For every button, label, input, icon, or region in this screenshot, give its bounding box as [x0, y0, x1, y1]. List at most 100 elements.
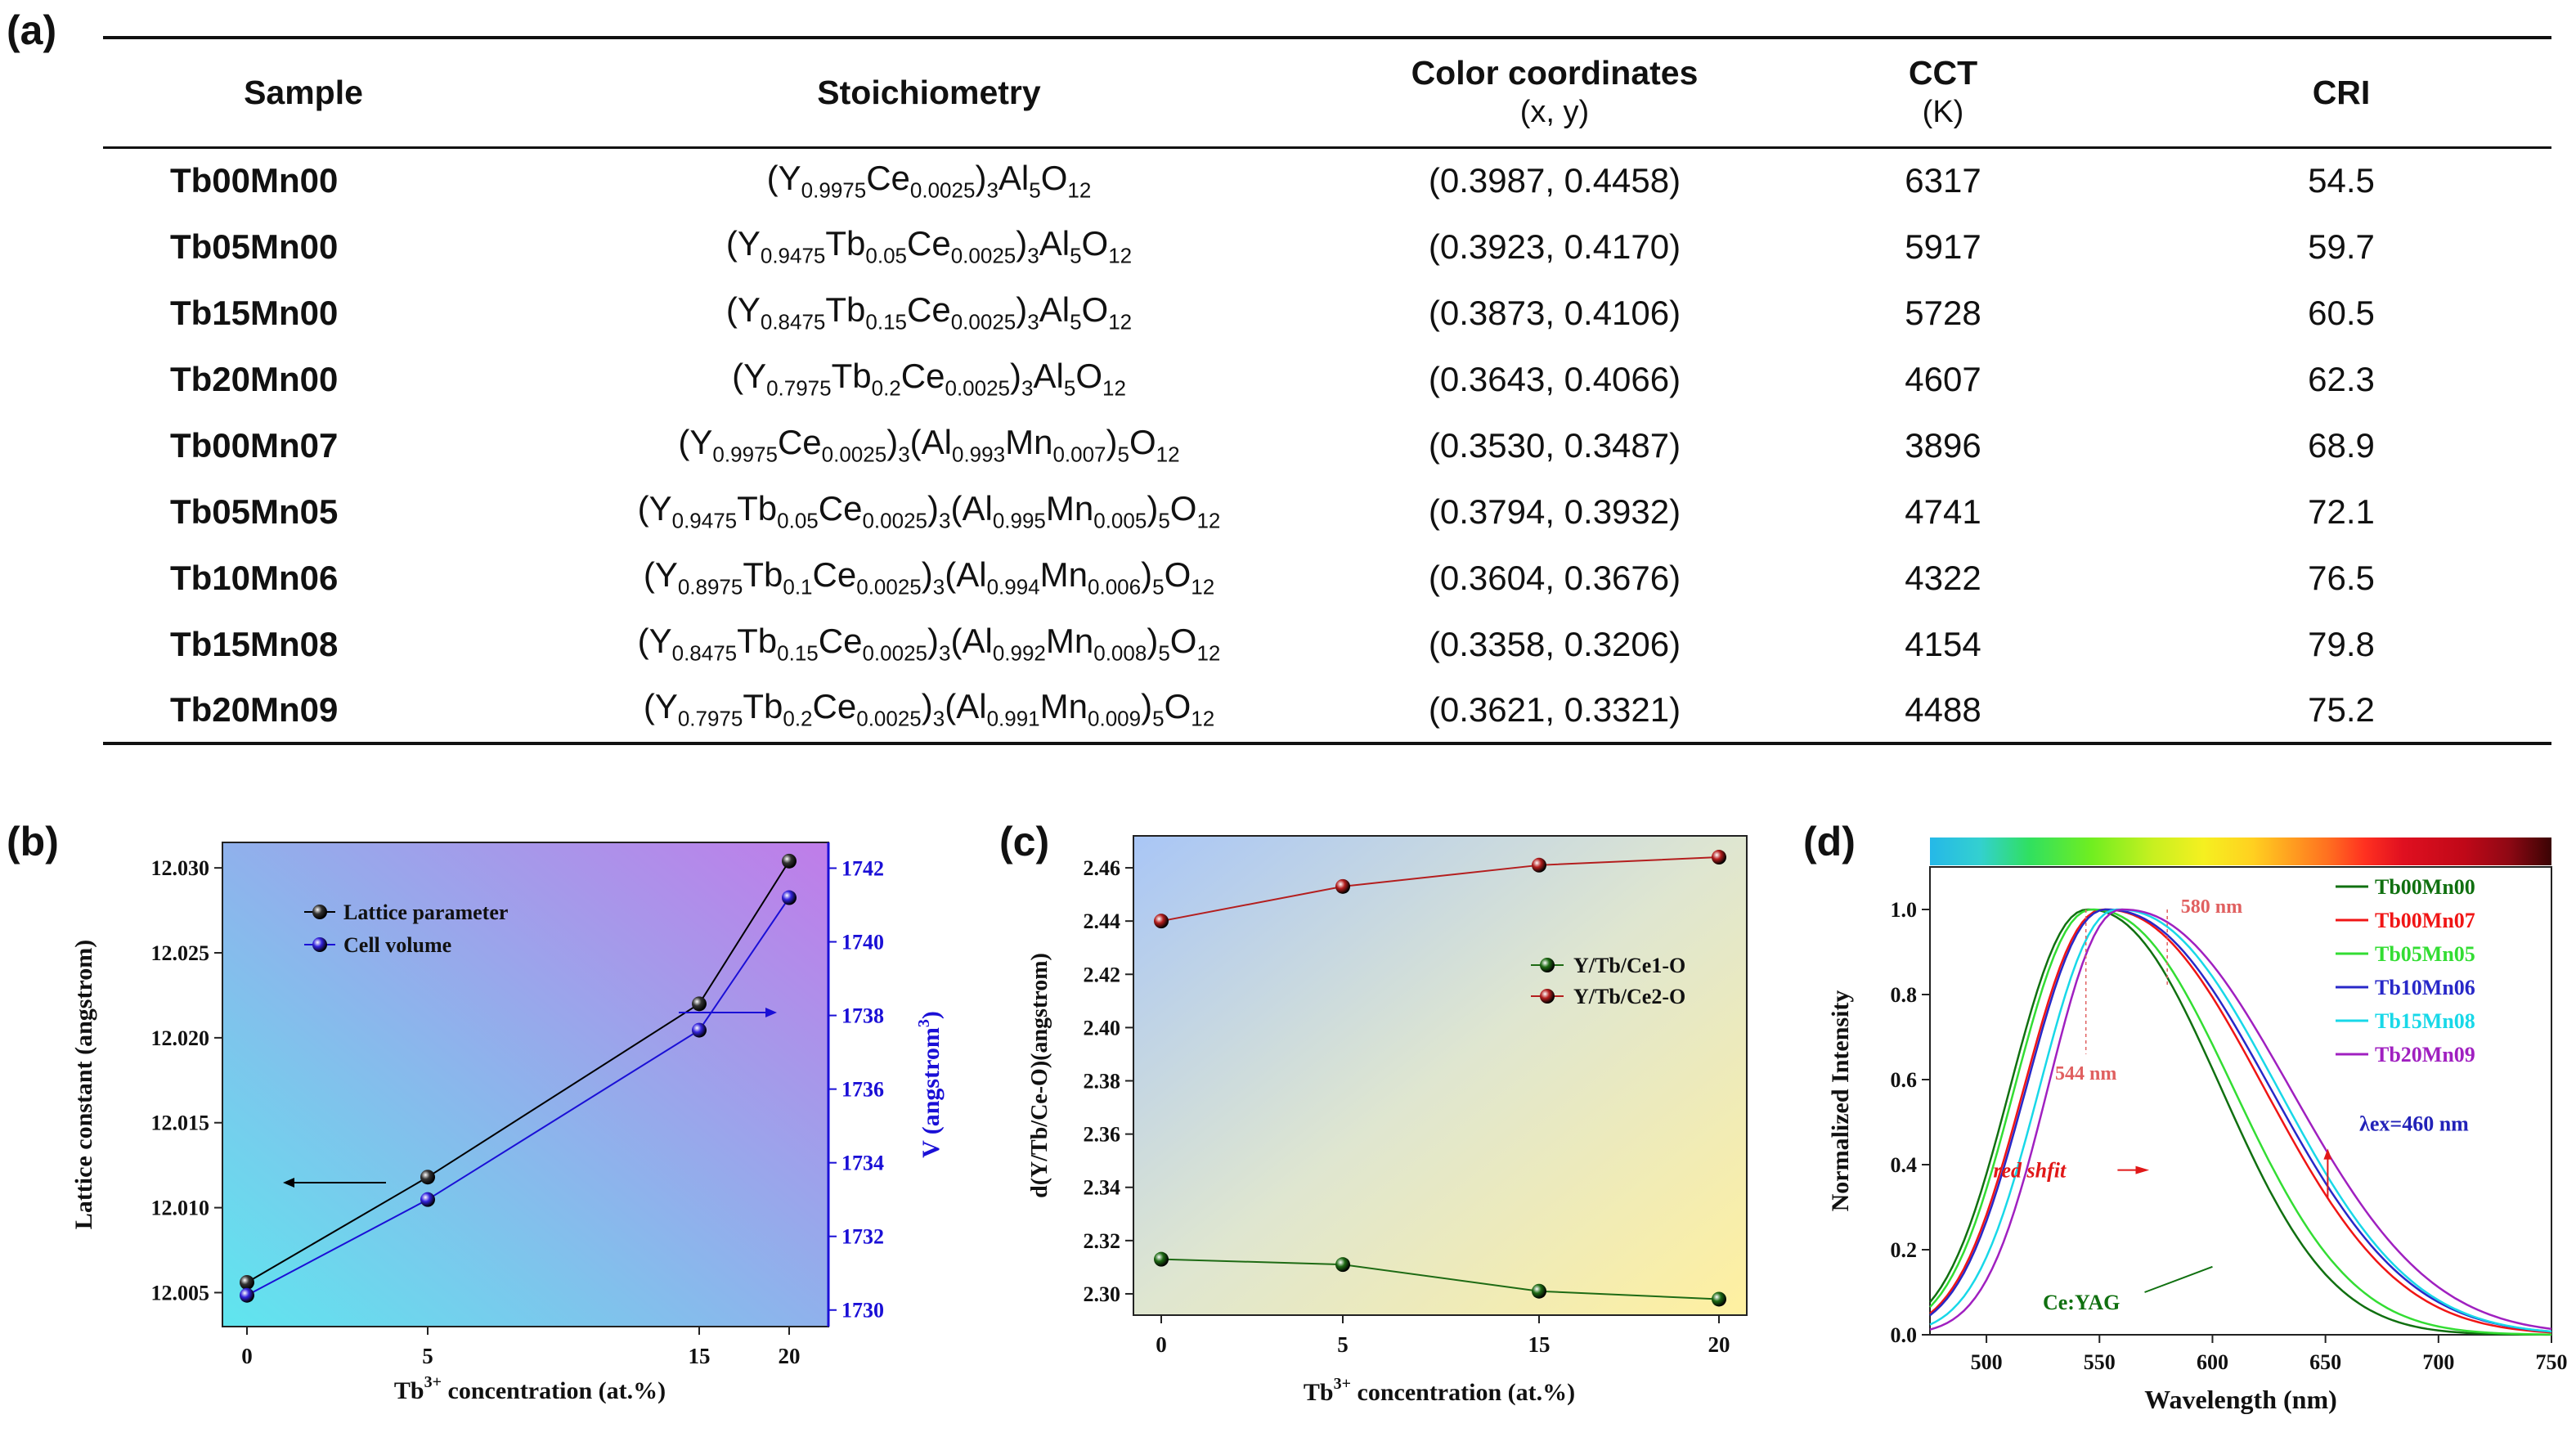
y-tick-label: 2.46 — [1084, 856, 1121, 880]
cell-sample: Tb05Mn05 — [170, 492, 339, 531]
legend-marker — [1540, 989, 1555, 1004]
table-row: Tb20Mn09 (Y0.7975Tb0.2Ce0.0025)3(Al0.991M… — [103, 677, 2551, 743]
cell-cct: 4488 — [1905, 689, 1981, 729]
cell-stoichiometry: (Y0.8475Tb0.15Ce0.0025)3(Al0.992Mn0.008)… — [637, 622, 1221, 666]
y-tick-label: 2.34 — [1084, 1176, 1121, 1200]
cell-cri: 72.1 — [2308, 492, 2375, 531]
arrow-head — [283, 1178, 294, 1188]
y-tick-label: 1.0 — [1891, 898, 1918, 922]
cell-stoichiometry: (Y0.7975Tb0.2Ce0.0025)3(Al0.991Mn0.009)5… — [643, 687, 1215, 731]
y-tick-label: 0.2 — [1891, 1238, 1918, 1262]
annotation-lambda-ex: λex=460 nm — [2359, 1111, 2469, 1135]
cell-sample: Tb00Mn07 — [170, 425, 339, 465]
data-point — [240, 1274, 254, 1290]
series-line — [1160, 856, 1720, 923]
y-tick-label: 12.020 — [151, 1026, 210, 1050]
arrow-head — [2323, 1148, 2332, 1160]
y-tick-label: 12.010 — [151, 1197, 210, 1220]
data-point — [1712, 850, 1726, 865]
legend-label: Tb00Mn00 — [2375, 875, 2475, 899]
x-tick-label: 650 — [2309, 1350, 2341, 1374]
x-axis-label: Tb3+ concentration (at.%) — [394, 1373, 666, 1404]
table-header-row: Sample Stoichiometry Color coordinates (x… — [103, 38, 2551, 147]
cell-sample: Tb20Mn09 — [170, 689, 339, 729]
y-axis-label: d(Y/Tb/Ce-O)(angstrom) — [1027, 953, 1052, 1198]
table-row: Tb15Mn00 (Y0.8475Tb0.15Ce0.0025)3Al5O12 (0… — [103, 280, 2551, 346]
cell-stoichiometry: (Y0.8975Tb0.1Ce0.0025)3(Al0.994Mn0.006)5… — [643, 555, 1215, 600]
arrow-head — [765, 1008, 777, 1017]
cell-color-coordinates: (0.3621, 0.3321) — [1428, 689, 1681, 729]
legend-marker — [312, 937, 327, 952]
cell-cct: 4607 — [1905, 359, 1981, 398]
spectrum-line — [1929, 908, 2552, 1333]
x-tick-label: 0 — [241, 1344, 253, 1368]
y2-axis-label: V (angstrom3) — [915, 1011, 945, 1158]
x-tick-label: 600 — [2197, 1350, 2228, 1374]
legend-label: Lattice parameter — [343, 900, 508, 924]
cell-color-coordinates: (0.3530, 0.3487) — [1428, 425, 1681, 465]
y2-tick-label: 1736 — [841, 1078, 884, 1102]
cell-cct: 6317 — [1905, 161, 1981, 200]
header-cct-label: CCT — [1908, 54, 1978, 92]
annotation-544: 544 nm — [2055, 1063, 2116, 1084]
y-tick-label: 12.030 — [151, 856, 210, 880]
y-axis-label: Lattice constant (angstrom) — [70, 940, 97, 1229]
header-cct-sub: (K) — [1922, 95, 1964, 130]
data-point — [420, 1170, 435, 1185]
x-tick-label: 20 — [1708, 1332, 1730, 1357]
header-color-label: Color coordinates — [1411, 54, 1699, 92]
data-point — [1712, 1291, 1726, 1307]
ceyag-arrow — [2144, 1265, 2213, 1293]
cell-color-coordinates: (0.3643, 0.4066) — [1428, 359, 1681, 398]
y-tick-label: 2.38 — [1084, 1070, 1121, 1093]
header-stoichiometry: Stoichiometry — [817, 74, 1041, 112]
y-tick-label: 0.0 — [1891, 1323, 1918, 1347]
y-tick-label: 0.8 — [1891, 983, 1918, 1007]
data-point — [1532, 1283, 1546, 1299]
legend-label: Tb15Mn08 — [2375, 1009, 2475, 1033]
header-color-coordinates: Color coordinates (x, y) — [1354, 38, 1755, 147]
header-color-sub: (x, y) — [1519, 95, 1590, 130]
x-tick-label: 15 — [689, 1344, 711, 1368]
cell-sample: Tb20Mn00 — [170, 359, 339, 398]
cell-stoichiometry: (Y0.9975Ce0.0025)3(Al0.993Mn0.007)5O12 — [678, 423, 1180, 467]
y2-tick-label: 1738 — [841, 1004, 884, 1028]
data-point — [240, 1287, 254, 1303]
table-row: Tb20Mn00 (Y0.7975Tb0.2Ce0.0025)3Al5O12 (0.… — [103, 346, 2551, 412]
panel-label-a: (a) — [7, 7, 57, 53]
spectrum-line — [1929, 908, 2551, 1336]
plot-frame — [1929, 866, 2552, 1336]
data-point — [782, 890, 797, 905]
cell-cct: 4741 — [1905, 492, 1981, 531]
cell-color-coordinates: (0.3794, 0.3932) — [1428, 492, 1681, 531]
x-tick-label: 20 — [779, 1344, 801, 1368]
cell-stoichiometry: (Y0.7975Tb0.2Ce0.0025)3Al5O12 — [732, 357, 1126, 401]
legend-marker — [1540, 958, 1555, 972]
cell-cri: 79.8 — [2308, 624, 2375, 663]
header-cct: CCT (K) — [1755, 38, 2131, 147]
chart-bond-length: 0 5 15 20 2.30 2.32 2.34 2.36 2.38 2.40 2.42 2.44 2.… — [1027, 835, 1748, 1406]
y-tick-label: 0.6 — [1891, 1068, 1918, 1092]
table-row: Tb05Mn05 (Y0.9475Tb0.05Ce0.0025)3(Al0.995… — [103, 478, 2551, 545]
data-point — [1532, 857, 1546, 873]
cell-cri: 60.5 — [2308, 293, 2375, 332]
data-point — [782, 853, 797, 869]
cell-stoichiometry: (Y0.9975Ce0.0025)3Al5O12 — [766, 159, 1092, 203]
cell-color-coordinates: (0.3987, 0.4458) — [1428, 161, 1681, 200]
header-cri: CRI — [2312, 74, 2371, 112]
data-point — [1335, 878, 1350, 894]
series-line — [246, 896, 790, 1296]
cell-cct: 3896 — [1905, 425, 1981, 465]
legend-label: Tb05Mn05 — [2375, 942, 2475, 966]
data-point — [692, 996, 707, 1012]
cell-cct: 5917 — [1905, 227, 1981, 266]
cell-color-coordinates: (0.3923, 0.4170) — [1428, 227, 1681, 266]
y2-tick-label: 1734 — [841, 1152, 884, 1175]
data-point — [420, 1192, 435, 1207]
y2-tick-label: 1740 — [841, 931, 884, 954]
y2-tick-label: 1730 — [841, 1299, 884, 1323]
cell-sample: Tb00Mn00 — [170, 161, 339, 200]
cell-cct: 4154 — [1905, 624, 1981, 663]
annotation-red-shift: red shfit — [1993, 1159, 2067, 1183]
y-tick-label: 2.32 — [1084, 1229, 1121, 1253]
